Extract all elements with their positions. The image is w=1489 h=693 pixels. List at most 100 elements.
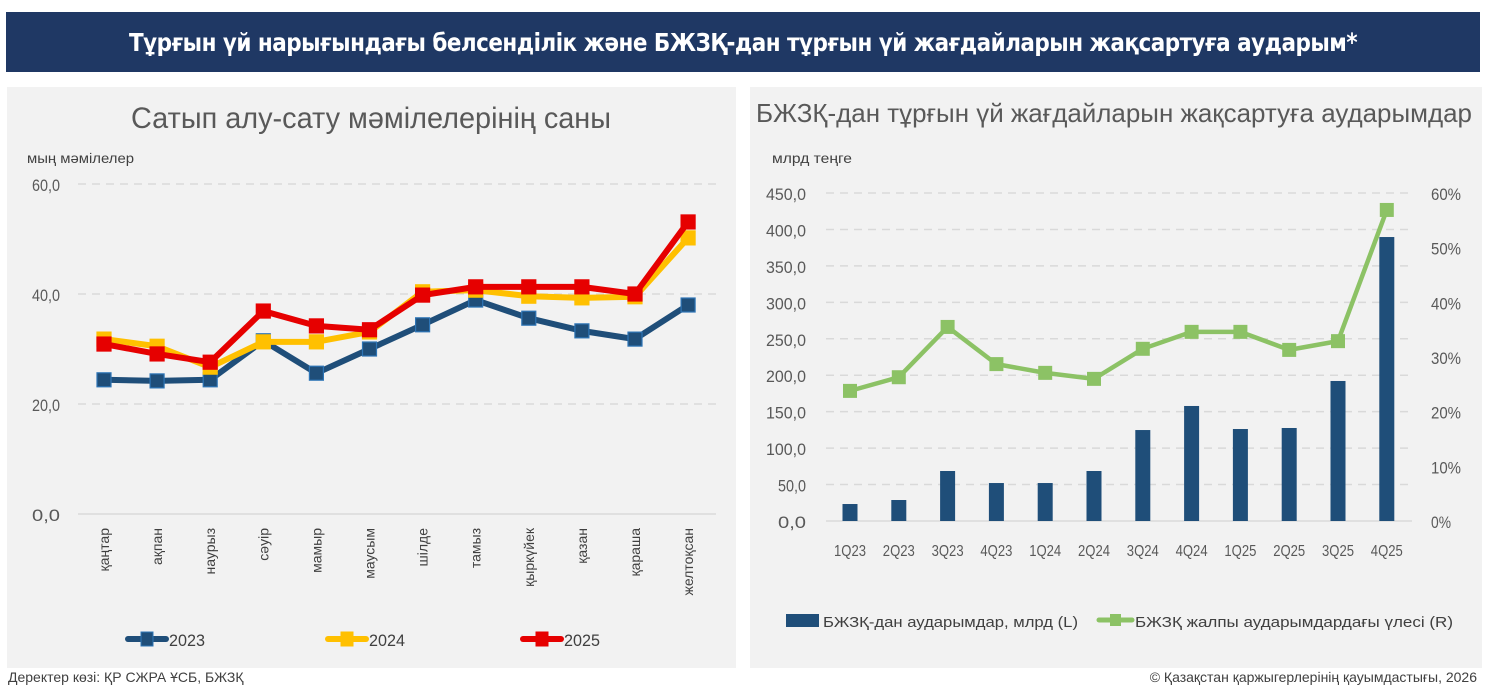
data-point-2025: [202, 354, 218, 370]
bar-2Q24: [1086, 470, 1102, 521]
data-point-2025: [627, 286, 643, 302]
x-tick-label: қазан: [574, 528, 590, 564]
x-tick-label: 4Q25: [1371, 543, 1403, 560]
x-tick-label: наурыз: [202, 528, 218, 574]
y-tick-label: 40,0: [32, 286, 60, 305]
data-source-note: Деректер көзі: ҚР СЖРА ҰСБ, БЖЗҚ: [8, 669, 244, 685]
x-tick-label: 4Q23: [980, 543, 1012, 560]
data-point-2023: [361, 341, 378, 357]
y-tick-label-right: 0%: [1431, 513, 1451, 532]
transactions-line-chart: Сатып алу-сату мәмілелерінің саны мың мәм…: [27, 102, 716, 650]
y-tick-label-left: 250,0: [766, 331, 806, 350]
data-point-2025: [149, 346, 165, 362]
y-tick-label-left: 300,0: [766, 294, 806, 313]
x-tick-label: 3Q23: [932, 543, 964, 560]
y-tick-label-left: 100,0: [766, 440, 806, 459]
data-point-2023: [96, 372, 112, 388]
bar-4Q24: [1184, 405, 1200, 521]
data-source-text: Деректер көзі: ҚР СЖРА ҰСБ, БЖЗҚ: [8, 669, 244, 685]
bar-3Q25: [1330, 380, 1346, 521]
data-point-2023: [627, 331, 643, 347]
x-tick-label: 1Q25: [1224, 543, 1256, 560]
legend-label-2023: 2023: [169, 631, 205, 650]
share-point-2Q25: [1282, 342, 1297, 357]
data-point-2025: [96, 336, 112, 352]
x-tick-label: 3Q24: [1127, 543, 1159, 560]
data-point-2025: [308, 318, 324, 334]
y-tick-label-left: 350,0: [766, 258, 806, 277]
x-tick-label: сәуір: [255, 528, 271, 561]
bar-4Q25: [1379, 237, 1395, 521]
data-point-2023: [521, 310, 537, 326]
chart-title: БЖЗҚ-дан тұрғын үй жағдайларын жақсартуғ…: [756, 98, 1472, 128]
data-point-2023: [149, 373, 165, 389]
y-tick-label-right: 10%: [1431, 458, 1461, 477]
x-tick-label: 2Q24: [1078, 543, 1110, 560]
share-line: [849, 209, 1389, 394]
bar-2Q25: [1281, 427, 1297, 521]
legend-marker-2023: [140, 631, 154, 647]
legend-line-marker: [1110, 614, 1121, 626]
data-point-2023: [680, 297, 696, 313]
share-point-4Q25: [1379, 202, 1394, 217]
x-tick-label: 2Q23: [883, 543, 915, 560]
share-point-1Q23: [843, 383, 857, 398]
y-tick-label: 20,0: [32, 396, 60, 415]
y-tick-label-right: 30%: [1431, 349, 1461, 368]
page-title: Тұрғын үй нарығындағы белсенділік және Б…: [128, 27, 1358, 57]
y-tick-label-left: 50,0: [778, 477, 806, 496]
legend-label-2025: 2025: [564, 631, 600, 650]
x-tick-label: тамыз: [468, 528, 484, 568]
x-tick-label: маусым: [362, 528, 378, 579]
y-tick-label-left: 150,0: [766, 404, 806, 423]
bar-1Q25: [1232, 429, 1248, 521]
copyright-text: © Қазақстан қаржыгерлерінің қауымдастығы…: [1149, 669, 1477, 685]
x-tick-label: мамыр: [308, 528, 324, 573]
x-tick-label: қараша: [627, 528, 643, 577]
share-point-4Q24: [1184, 324, 1199, 339]
series-line-2025: [103, 220, 691, 366]
x-tick-label: 1Q23: [834, 543, 866, 560]
bar-2Q23: [891, 500, 907, 521]
legend-marker-2025: [535, 631, 549, 647]
bar-1Q24: [1037, 483, 1053, 521]
y-tick-label-right: 50%: [1431, 240, 1461, 259]
y-tick-label-left: 450,0: [766, 185, 806, 204]
data-point-2023: [415, 317, 431, 333]
x-tick-label: желтоқсан: [680, 528, 696, 596]
bar-3Q23: [940, 470, 956, 521]
legend-label-2024: 2024: [369, 631, 405, 650]
y-tick-label: 0,0: [32, 506, 60, 525]
pension-withdrawals-chart-panel: [750, 87, 1482, 668]
data-point-2025: [361, 322, 378, 338]
y-tick-label-right: 60%: [1431, 185, 1461, 204]
data-point-2025: [415, 287, 431, 303]
page-title-banner: Тұрғын үй нарығындағы белсенділік және Б…: [6, 12, 1480, 72]
series-line-2023: [103, 297, 690, 384]
y-tick-label-right: 20%: [1431, 404, 1461, 423]
share-point-3Q24: [1135, 341, 1150, 356]
y-tick-label: 60,0: [32, 176, 60, 195]
x-tick-label: 4Q24: [1176, 543, 1208, 560]
chart-title: Сатып алу-сату мәмілелерінің саны: [131, 102, 611, 135]
share-point-3Q23: [940, 319, 955, 334]
x-tick-label: қаңтар: [96, 528, 112, 572]
copyright-note: © Қазақстан қаржыгерлерінің қауымдастығы…: [1150, 669, 1477, 685]
data-point-2023: [574, 323, 590, 339]
x-tick-label: шілде: [415, 528, 431, 567]
legend-bar-swatch: [786, 614, 819, 627]
y-tick-label-left: 200,0: [766, 367, 806, 386]
y-axis-unit-label: млрд теңге: [772, 150, 852, 166]
data-point-2024: [255, 334, 271, 350]
data-point-2025: [468, 279, 484, 295]
x-tick-label: ақпан: [149, 528, 165, 565]
y-axis-unit-label: мың мәмілелер: [27, 150, 134, 166]
share-point-3Q25: [1331, 334, 1345, 349]
y-tick-label-left: 400,0: [766, 221, 806, 240]
data-point-2024: [308, 334, 324, 350]
data-point-2025: [574, 279, 590, 295]
legend-marker-2024: [340, 631, 354, 647]
data-point-2025: [255, 303, 271, 319]
y-tick-label-right: 40%: [1431, 294, 1461, 313]
share-point-2Q23: [891, 370, 906, 385]
